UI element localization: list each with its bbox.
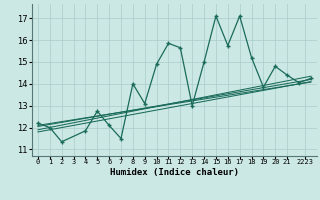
X-axis label: Humidex (Indice chaleur): Humidex (Indice chaleur) <box>110 168 239 177</box>
